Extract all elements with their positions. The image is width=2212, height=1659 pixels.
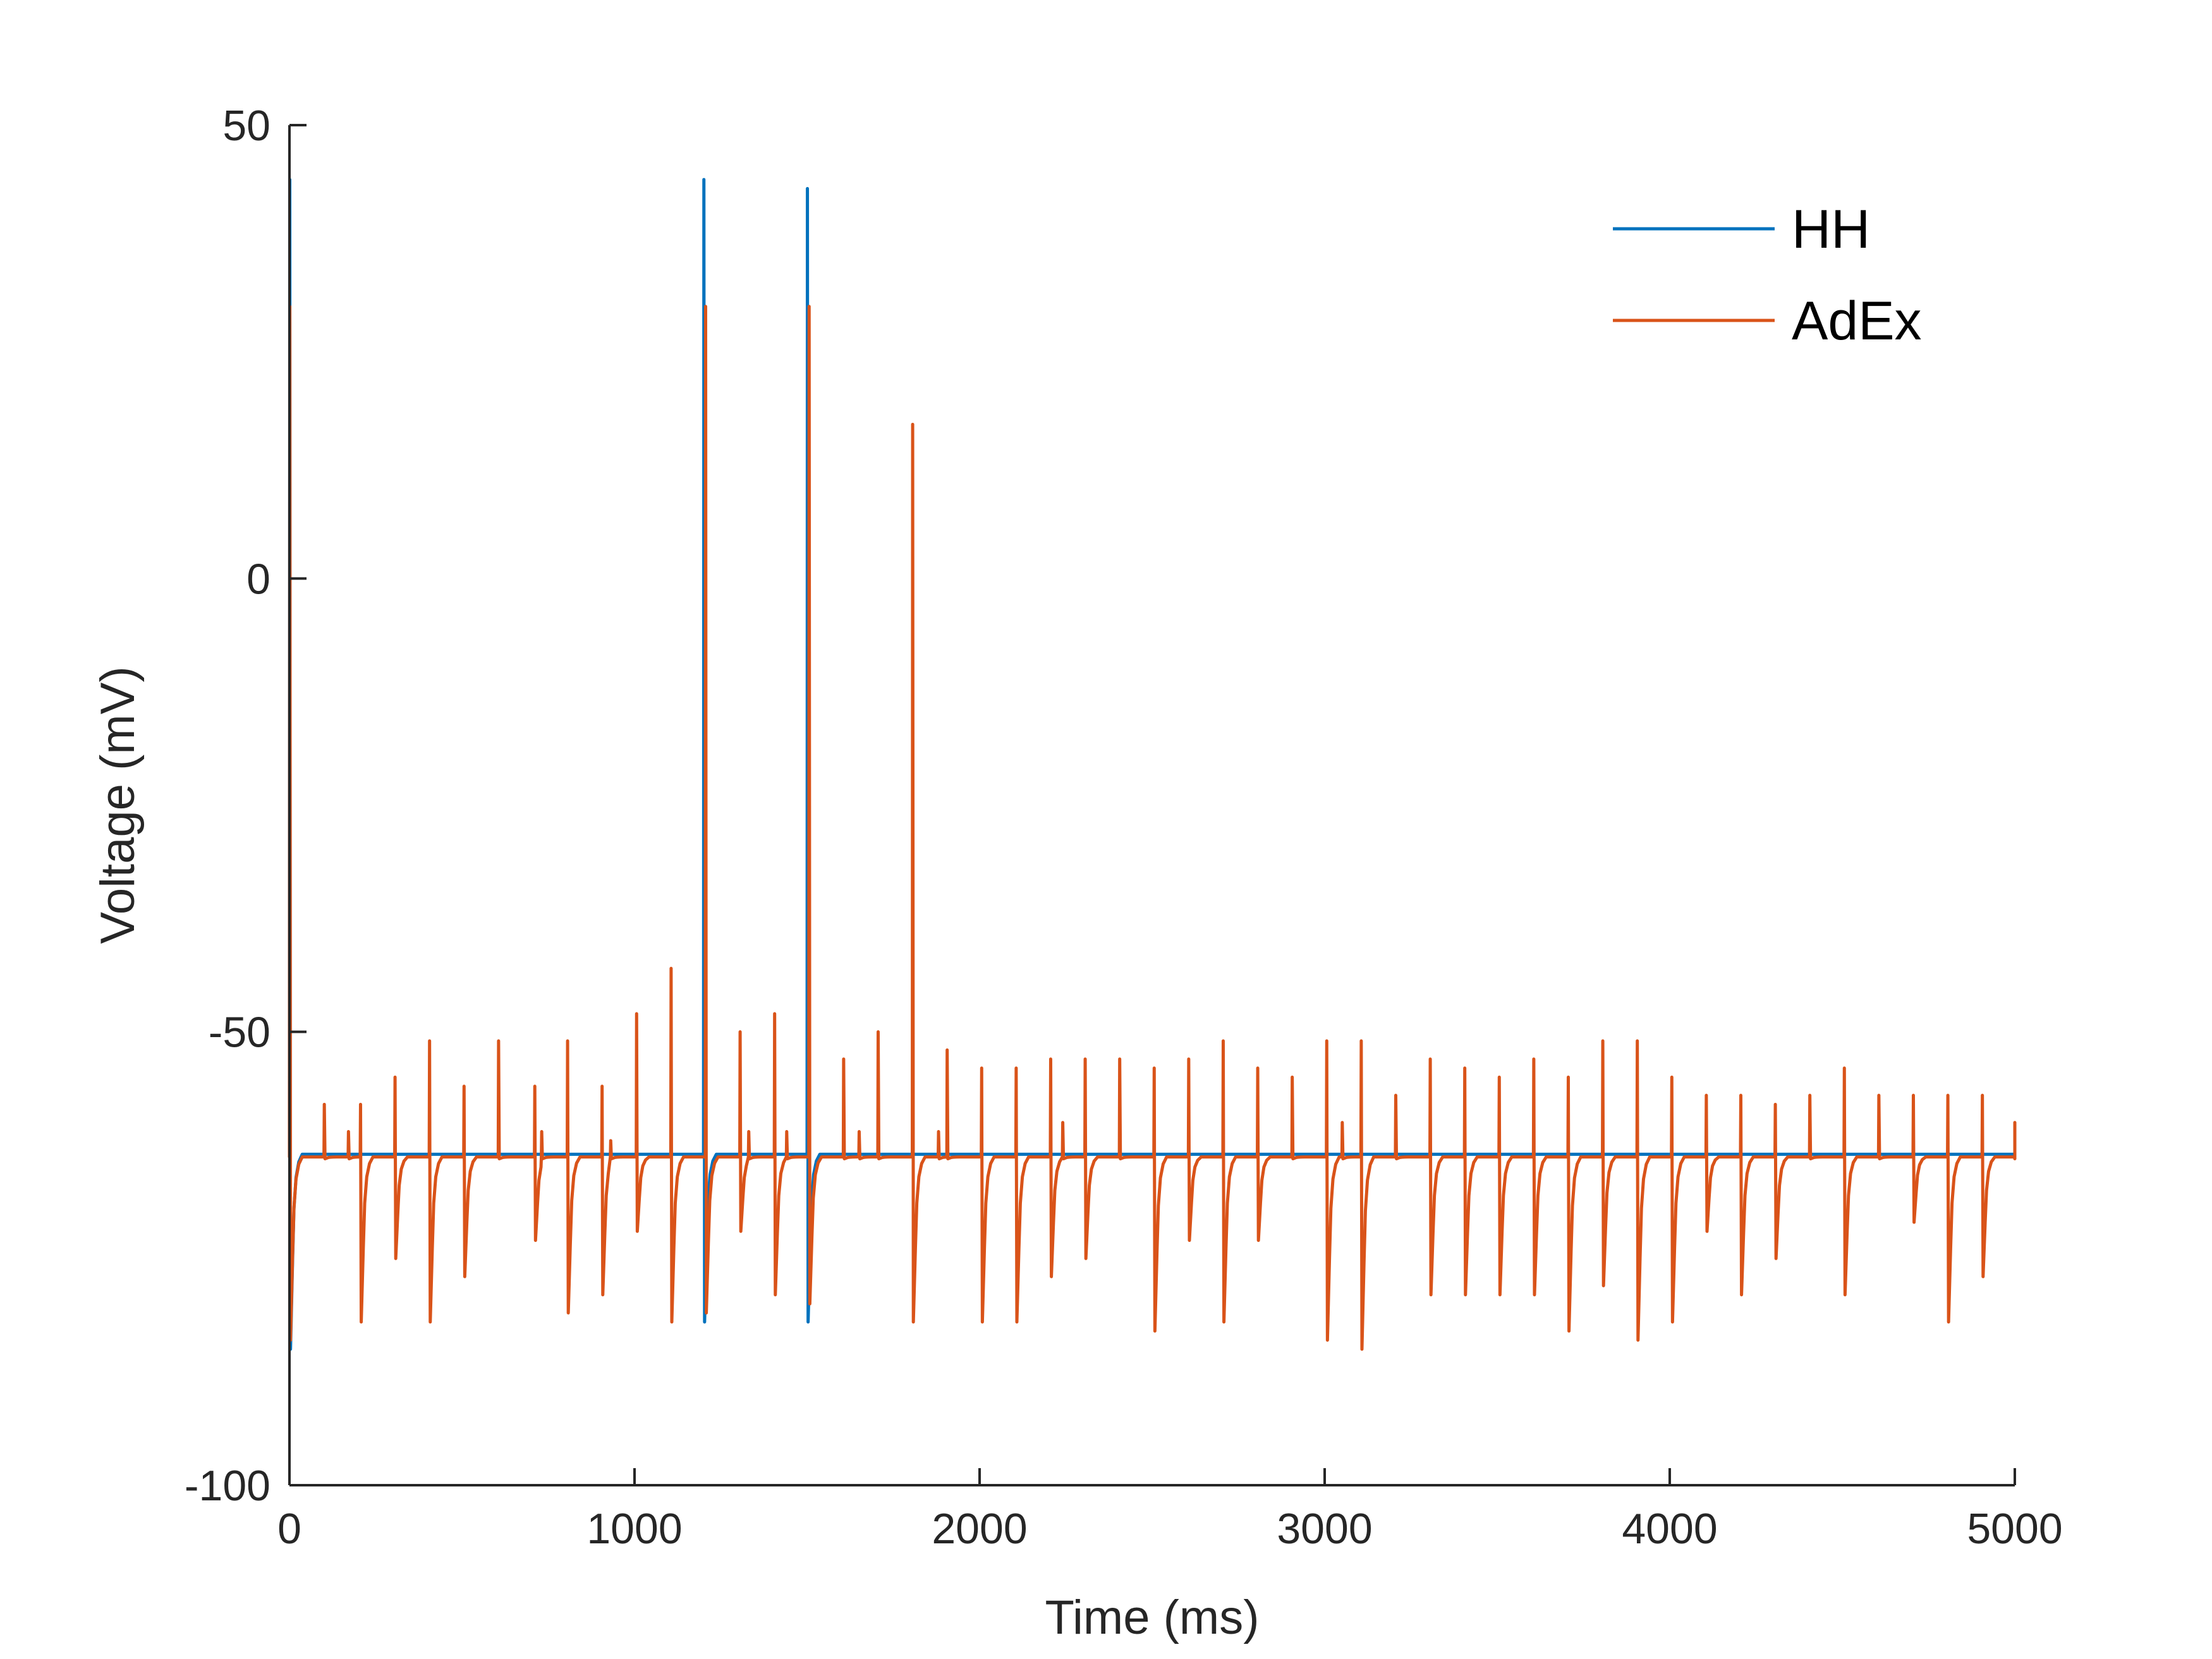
y-tick-label: 50	[222, 102, 270, 150]
x-tick-label: 5000	[1967, 1505, 2062, 1553]
x-axis-label: Time (ms)	[1045, 1591, 1259, 1644]
x-tick-label: 2000	[932, 1505, 1027, 1553]
x-tick-label: 3000	[1277, 1505, 1372, 1553]
y-tick-label: 0	[246, 555, 270, 603]
y-axis-label: Voltage (mV)	[91, 666, 145, 944]
series-line-adex	[288, 305, 2017, 1351]
legend-label-adex: AdEx	[1792, 291, 1922, 351]
y-tick-label: -100	[185, 1462, 270, 1510]
axes-layer: 0 1000 2000 3000 4000 5000 -100 -50 0 50	[185, 102, 2063, 1553]
legend: HH AdEx	[1613, 199, 1922, 351]
x-tick-label: 1000	[586, 1505, 682, 1553]
y-tick-label: -50	[209, 1009, 270, 1057]
x-tick-label: 4000	[1622, 1505, 1717, 1553]
series-layer	[288, 178, 2017, 1351]
legend-label-hh: HH	[1792, 199, 1870, 260]
x-tick-label: 0	[277, 1505, 301, 1553]
